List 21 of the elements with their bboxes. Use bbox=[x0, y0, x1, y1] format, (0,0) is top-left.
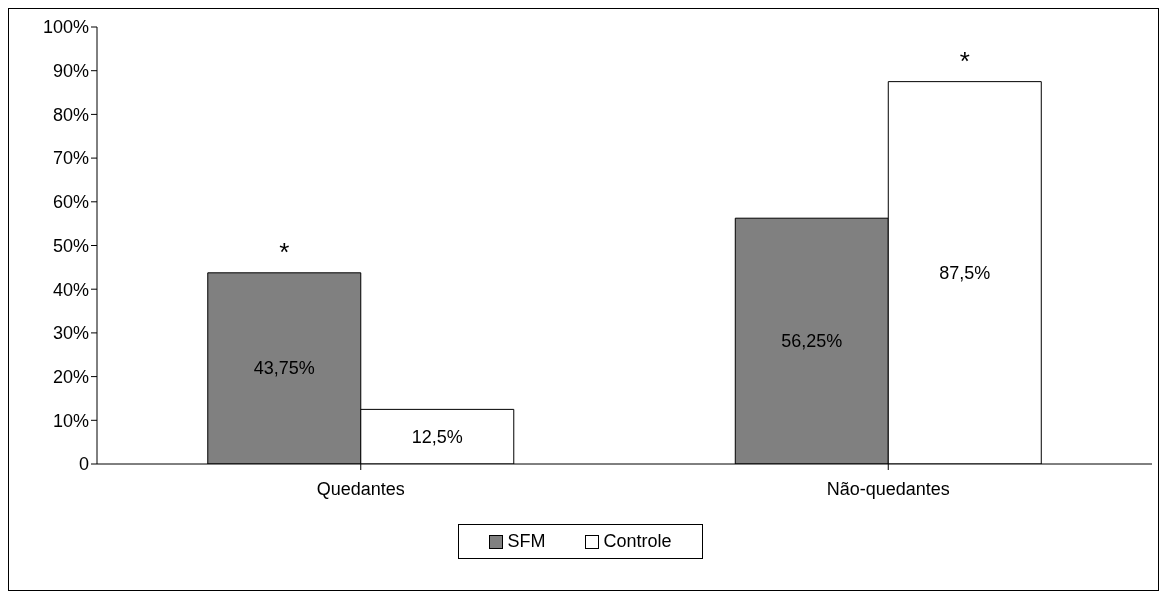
y-tick-label: 50% bbox=[52, 235, 89, 256]
y-tick-label: 80% bbox=[52, 104, 89, 125]
annotation: * bbox=[959, 45, 970, 76]
legend-label: SFM bbox=[506, 531, 546, 552]
y-tick-label: 100% bbox=[42, 17, 89, 38]
annotation: * bbox=[279, 236, 290, 267]
y-tick-label: 90% bbox=[52, 61, 89, 82]
y-tick-label: 30% bbox=[52, 323, 89, 344]
data-label: 56,25% bbox=[781, 331, 843, 352]
data-label: 12,5% bbox=[411, 426, 463, 447]
y-tick-label: 10% bbox=[52, 410, 89, 431]
x-tick-label: Quedantes bbox=[316, 478, 405, 499]
legend-label: Controle bbox=[602, 531, 672, 552]
y-tick-label: 70% bbox=[52, 148, 89, 169]
y-tick-label: 0 bbox=[78, 454, 89, 475]
data-label: 43,75% bbox=[253, 358, 315, 379]
y-tick-label: 60% bbox=[52, 192, 89, 213]
x-tick-label: Não-quedantes bbox=[826, 478, 950, 499]
y-tick-label: 20% bbox=[52, 366, 89, 387]
y-tick-label: 40% bbox=[52, 279, 89, 300]
data-label: 87,5% bbox=[939, 262, 991, 283]
